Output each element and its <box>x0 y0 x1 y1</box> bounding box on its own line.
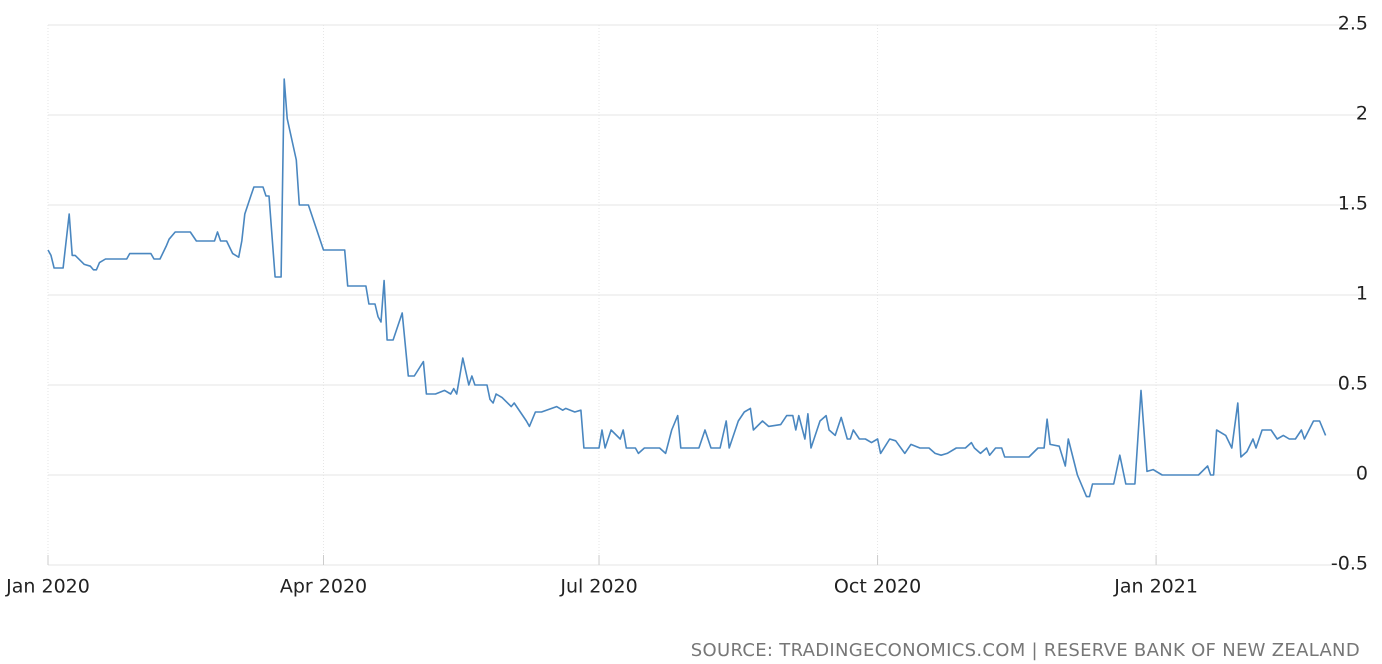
x-tick-label: Jan 2021 <box>1113 576 1198 598</box>
x-tick-label: Apr 2020 <box>280 576 367 598</box>
y-tick-label: 2.5 <box>1338 13 1368 35</box>
y-tick-label: 1.5 <box>1338 193 1368 215</box>
x-tick-label: Oct 2020 <box>834 576 921 598</box>
y-tick-label: 0.5 <box>1338 373 1368 395</box>
data-line <box>47 78 1327 498</box>
y-tick-label: 2 <box>1356 103 1368 125</box>
y-tick-label: -0.5 <box>1331 553 1368 575</box>
y-tick-label: 1 <box>1356 283 1368 305</box>
x-tick-label: Jul 2020 <box>559 576 637 598</box>
x-tick-label: Jan 2020 <box>5 576 90 598</box>
y-tick-label: 0 <box>1356 463 1368 485</box>
source-note: SOURCE: TRADINGECONOMICS.COM | RESERVE B… <box>691 640 1360 661</box>
